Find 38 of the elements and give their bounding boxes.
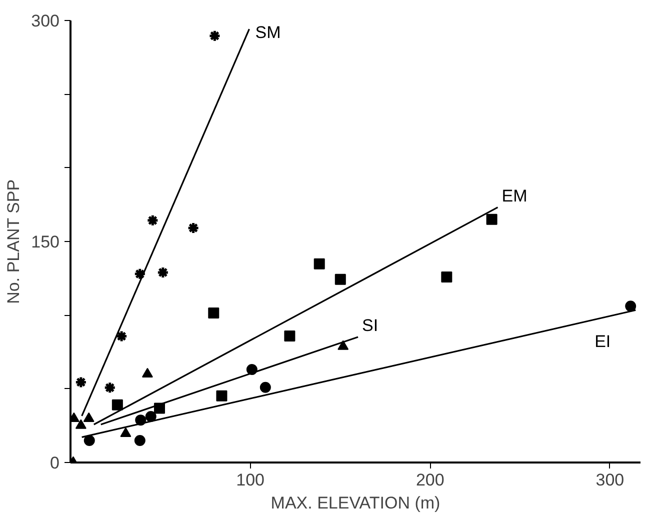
x-tick-label: 200 bbox=[416, 470, 444, 490]
x-axis-title: MAX. ELEVATION (m) bbox=[270, 494, 440, 512]
point bbox=[145, 411, 156, 422]
y-tick-label: 0 bbox=[50, 454, 60, 472]
point bbox=[334, 274, 346, 285]
point bbox=[486, 214, 498, 225]
series-label: SM bbox=[255, 23, 281, 42]
point bbox=[208, 30, 221, 42]
point bbox=[134, 268, 146, 280]
point bbox=[284, 330, 296, 342]
point bbox=[260, 382, 271, 393]
point bbox=[74, 376, 88, 388]
point bbox=[208, 307, 220, 318]
point bbox=[216, 390, 228, 402]
point bbox=[187, 222, 200, 234]
series-label: EM bbox=[502, 186, 528, 206]
point bbox=[146, 214, 159, 227]
point bbox=[156, 266, 170, 279]
y-tick-label: 150 bbox=[31, 232, 60, 252]
point bbox=[104, 381, 116, 394]
point bbox=[338, 340, 349, 350]
point bbox=[441, 272, 452, 283]
point bbox=[83, 412, 94, 422]
point bbox=[75, 419, 86, 429]
y-axis-title: No. PLANT SPP bbox=[4, 179, 24, 304]
point bbox=[314, 258, 325, 270]
x-tick-label: 300 bbox=[596, 470, 624, 490]
point bbox=[625, 300, 636, 312]
point bbox=[134, 435, 146, 446]
point bbox=[84, 435, 95, 446]
point bbox=[120, 427, 132, 438]
x-tick-label: 100 bbox=[236, 470, 265, 490]
point bbox=[115, 330, 128, 342]
point bbox=[112, 399, 123, 410]
point bbox=[142, 368, 153, 378]
series-label: SI bbox=[362, 316, 378, 335]
y-tick-label: 300 bbox=[31, 12, 60, 30]
series-label: EI bbox=[594, 332, 611, 352]
